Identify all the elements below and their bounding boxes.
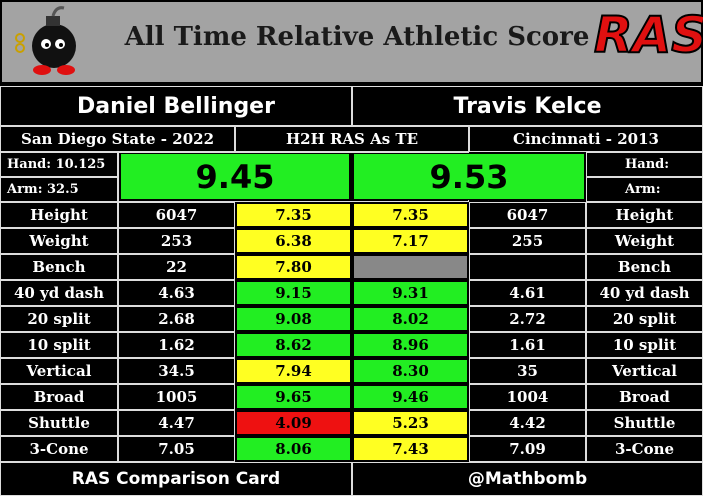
- metric-label: 20 split: [0, 306, 118, 332]
- metric-value: 22: [118, 254, 235, 280]
- player-name: Daniel Bellinger: [0, 86, 352, 126]
- metric-value: 2.72: [469, 306, 586, 332]
- metric-label: Height: [586, 202, 703, 228]
- ras-score: 9.53: [353, 153, 585, 200]
- metric-value: 7.09: [469, 436, 586, 462]
- arm: Arm: 32.5: [0, 177, 118, 202]
- metric-label: Vertical: [586, 358, 703, 384]
- footer-text: RAS Comparison Card: [0, 462, 352, 496]
- metric-score: 4.09: [236, 411, 351, 435]
- metric-value: 4.47: [118, 410, 235, 436]
- metric-score: [353, 255, 468, 279]
- metric-score: 7.94: [236, 359, 351, 383]
- metric-value: 1005: [118, 384, 235, 410]
- metric-label: 40 yd dash: [586, 280, 703, 306]
- metric-score: 7.43: [353, 437, 468, 461]
- metric-value: 6047: [118, 202, 235, 228]
- metric-label: 10 split: [0, 332, 118, 358]
- metric-score: 9.15: [236, 281, 351, 305]
- metric-value: 1.61: [469, 332, 586, 358]
- metric-score: 6.38: [236, 229, 351, 253]
- metric-score: 8.96: [353, 333, 468, 357]
- header: All Time Relative Athletic Score RAS: [0, 0, 703, 84]
- footer-text: @Mathbomb: [352, 462, 703, 496]
- metric-score: 7.35: [236, 203, 351, 227]
- metric-value: 4.63: [118, 280, 235, 306]
- metric-label: Bench: [0, 254, 118, 280]
- metric-score: 8.30: [353, 359, 468, 383]
- metric-label: Vertical: [0, 358, 118, 384]
- hand: Hand: 10.125: [0, 152, 118, 177]
- metric-label: Weight: [586, 228, 703, 254]
- metric-value: 1004: [469, 384, 586, 410]
- ras-score: 9.45: [120, 153, 350, 200]
- metric-score: 7.35: [353, 203, 468, 227]
- metric-score: 9.65: [236, 385, 351, 409]
- bomb-logo: [15, 6, 76, 75]
- metric-value: 4.42: [469, 410, 586, 436]
- metric-value: 7.05: [118, 436, 235, 462]
- metric-score: 7.80: [236, 255, 351, 279]
- metric-score: 8.06: [236, 437, 351, 461]
- metric-score: 8.02: [353, 307, 468, 331]
- school: San Diego State - 2022: [0, 126, 235, 152]
- metric-value: 34.5: [118, 358, 235, 384]
- metric-score: 7.17: [353, 229, 468, 253]
- player-name: Travis Kelce: [352, 86, 703, 126]
- metric-label: 40 yd dash: [0, 280, 118, 306]
- metric-value: [469, 254, 586, 280]
- metric-value: 35: [469, 358, 586, 384]
- metric-label: 20 split: [586, 306, 703, 332]
- metric-score: 5.23: [353, 411, 468, 435]
- title: All Time Relative Athletic Score: [124, 22, 590, 52]
- metric-value: 255: [469, 228, 586, 254]
- ras-logo: RAS: [593, 5, 703, 65]
- metric-label: Weight: [0, 228, 118, 254]
- metric-value: 253: [118, 228, 235, 254]
- hand: Hand:: [586, 152, 703, 177]
- metric-label: Shuttle: [0, 410, 118, 436]
- metric-label: 10 split: [586, 332, 703, 358]
- metric-score: 9.31: [353, 281, 468, 305]
- metric-score: 8.62: [236, 333, 351, 357]
- metric-value: 6047: [469, 202, 586, 228]
- metric-label: Broad: [0, 384, 118, 410]
- metric-label: Broad: [586, 384, 703, 410]
- metric-label: Shuttle: [586, 410, 703, 436]
- arm: Arm:: [586, 177, 703, 202]
- school: Cincinnati - 2013: [469, 126, 703, 152]
- metric-score: 9.46: [353, 385, 468, 409]
- metric-value: 1.62: [118, 332, 235, 358]
- metric-label: 3-Cone: [586, 436, 703, 462]
- comparison-label: H2H RAS As TE: [235, 126, 469, 152]
- metric-label: 3-Cone: [0, 436, 118, 462]
- metric-score: 9.08: [236, 307, 351, 331]
- metric-label: Height: [0, 202, 118, 228]
- metric-label: Bench: [586, 254, 703, 280]
- metric-value: 4.61: [469, 280, 586, 306]
- metric-value: 2.68: [118, 306, 235, 332]
